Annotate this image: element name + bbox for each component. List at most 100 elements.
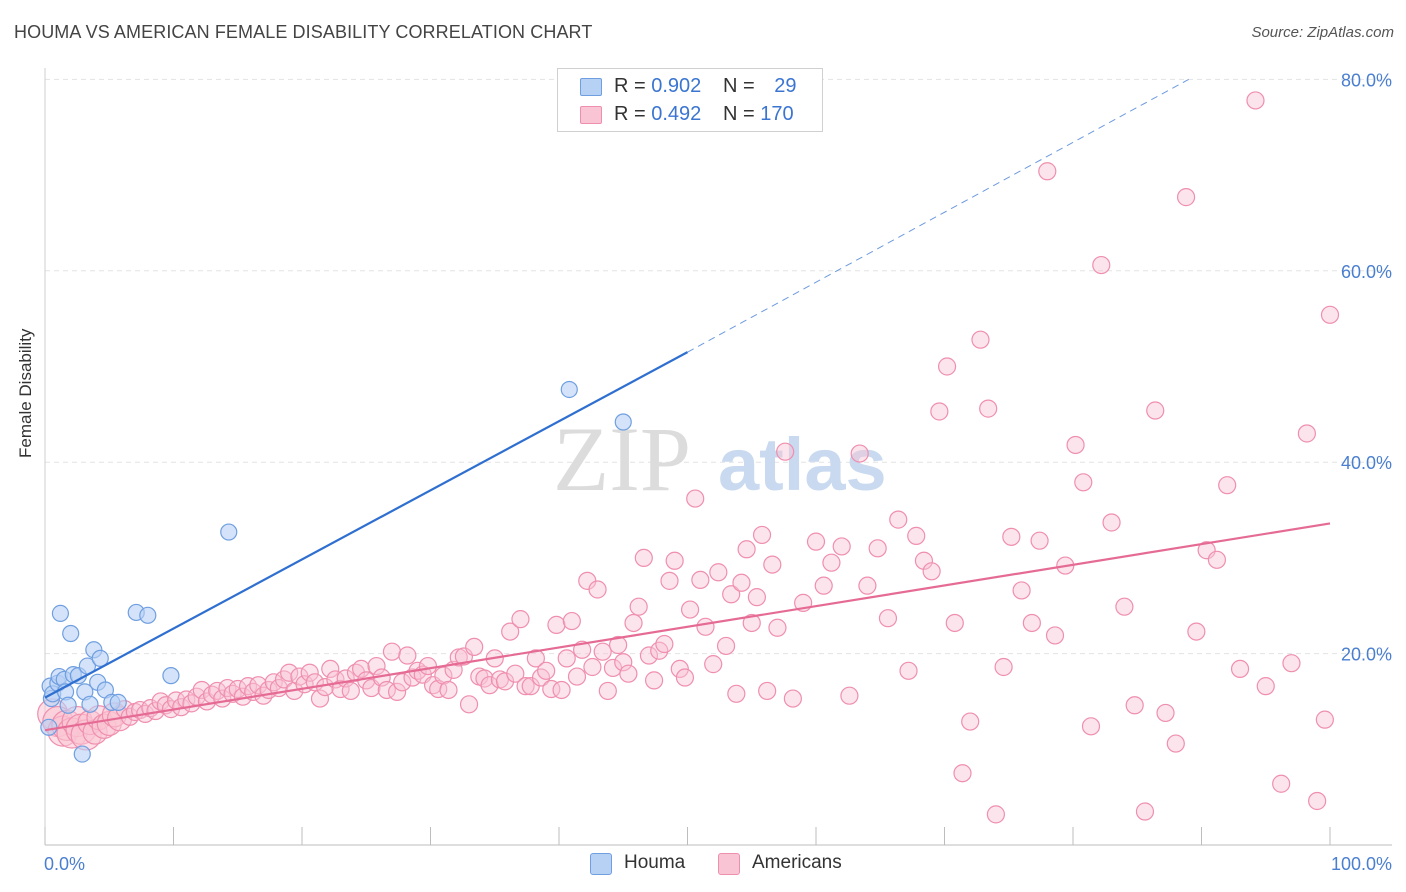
americans-point [665, 551, 684, 570]
americans-point [624, 613, 643, 633]
americans-point [1176, 188, 1196, 207]
americans-point [593, 642, 612, 661]
americans-point [557, 649, 576, 668]
americans-point [945, 613, 964, 633]
americans-point [675, 668, 695, 687]
americans-point [1156, 703, 1175, 723]
americans-point [691, 570, 710, 590]
americans-point [511, 610, 530, 629]
americans-point [953, 764, 972, 783]
americans-point [588, 580, 607, 599]
americans-point [249, 676, 268, 695]
americans-legend-swatch [718, 853, 740, 875]
americans-point [783, 689, 802, 708]
americans-point [922, 562, 941, 581]
americans-point [280, 663, 299, 682]
americans-point [629, 597, 648, 616]
americans-point [1092, 255, 1111, 275]
americans-point [562, 611, 581, 631]
americans-point [768, 618, 787, 637]
americans-point [526, 649, 545, 668]
americans-point [1125, 696, 1144, 715]
houma-point [560, 380, 578, 399]
americans-point [1297, 424, 1316, 443]
houma-point [51, 604, 70, 623]
legend-row-americans: R = 0.492 N = 170 [558, 99, 822, 129]
houma-points [40, 380, 632, 763]
americans-point [1030, 531, 1049, 550]
y-tick-label: 80.0% [1341, 70, 1392, 90]
legend-r-label: R = [614, 103, 646, 125]
americans-point [758, 681, 777, 701]
y-tick-label: 60.0% [1341, 262, 1392, 282]
americans-point [1066, 435, 1085, 455]
americans-point [858, 576, 877, 595]
americans-point [878, 609, 898, 628]
americans-point [1012, 581, 1031, 600]
legend-r-value: 0.492 [651, 103, 702, 125]
americans-point [609, 635, 628, 655]
americans-point [1315, 710, 1334, 729]
legend-row-houma: R = 0.902 N = 29 [558, 71, 822, 101]
americans-point [868, 539, 887, 558]
houma-point [614, 413, 632, 431]
americans-point [709, 563, 728, 582]
x-tick-label: 0.0% [44, 854, 85, 874]
americans-point [737, 540, 756, 559]
houma-legend-label: Houma [624, 852, 686, 873]
watermark-atlas: atlas [718, 423, 887, 506]
americans-point [747, 588, 766, 607]
americans-point [341, 681, 360, 701]
americans-point [732, 573, 751, 592]
americans-point [1272, 774, 1291, 793]
americans-point [1002, 527, 1021, 546]
americans-point [598, 681, 617, 701]
americans-point [367, 656, 386, 676]
americans-point [1218, 476, 1237, 495]
americans-point [763, 555, 782, 574]
americans-point [1320, 305, 1340, 324]
legend-n-value: 170 [760, 103, 794, 125]
americans-point [670, 659, 689, 679]
houma-point [59, 696, 77, 714]
americans-point [192, 680, 211, 700]
americans-point [387, 682, 407, 701]
legend-n-label: N = [723, 103, 755, 125]
correlation-legend: R = 0.902 N = 29 R = 0.492 N = 170 [557, 68, 823, 132]
americans-point [459, 695, 479, 714]
americans-point [907, 526, 926, 545]
houma-point [91, 649, 109, 667]
americans-point [321, 659, 340, 679]
source-credit: Source: ZipAtlas.com [1251, 24, 1394, 41]
americans-point [439, 680, 458, 700]
houma-swatch [580, 78, 602, 96]
legend-r-label: R = [614, 75, 646, 97]
americans-point [480, 676, 499, 695]
americans-point [264, 673, 283, 692]
houma-point [73, 745, 91, 763]
americans-point [660, 571, 679, 590]
americans-point [567, 667, 587, 686]
americans-point [840, 686, 859, 705]
houma-point [81, 695, 99, 713]
americans-point [696, 617, 715, 636]
americans-point [639, 646, 659, 665]
x-tick-label: 100.0% [1331, 854, 1392, 874]
americans-point [310, 689, 330, 708]
y-tick-label: 40.0% [1341, 453, 1392, 473]
americans-point [1256, 677, 1275, 696]
americans-point [986, 805, 1006, 824]
americans-point [393, 673, 412, 692]
houma-point [109, 693, 127, 712]
americans-point [930, 402, 949, 421]
chart-title: HOUMA VS AMERICAN FEMALE DISABILITY CORR… [14, 22, 593, 42]
americans-points [37, 91, 1340, 824]
americans-point [776, 442, 795, 461]
americans-point [537, 661, 556, 680]
americans-point [1102, 513, 1121, 532]
americans-point [742, 613, 761, 633]
americans-point [418, 656, 438, 676]
americans-point [994, 657, 1013, 677]
americans-point [889, 510, 908, 529]
americans-point [506, 664, 525, 683]
